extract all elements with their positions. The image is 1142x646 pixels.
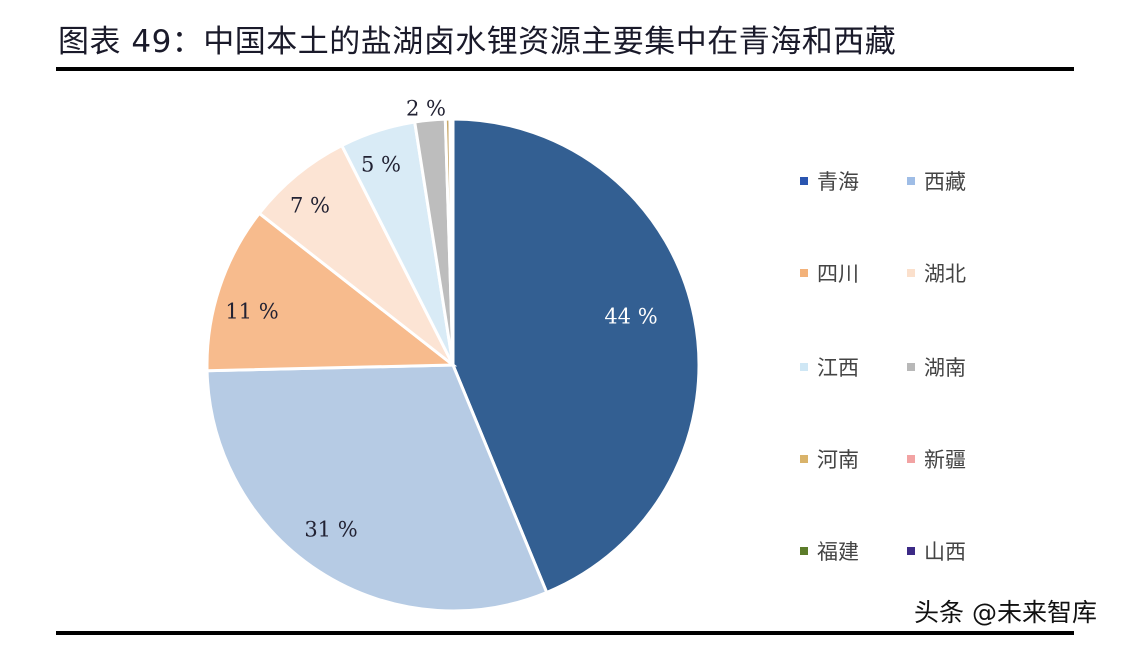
pie-labels: 44 % 31 % 11 % 7 % 5 % 2 % [225,97,657,542]
legend-swatch-icon [907,363,915,371]
legend-label: 河南 [817,448,859,472]
pie-slice [205,363,549,613]
legend-swatch-icon [800,547,808,555]
legend-label: 江西 [817,356,859,380]
legend-label: 四川 [817,262,859,286]
legend-item-fujian: 福建 [800,536,859,566]
pie-slice [205,211,458,373]
slice-percent-label: 11 % [225,300,278,324]
legend-label: 湖北 [924,262,966,286]
bottom-divider [56,631,1074,635]
legend-label: 新疆 [924,448,966,472]
slice-percent-label: 7 % [290,194,330,218]
legend-label: 山西 [924,540,966,564]
legend-swatch-icon [907,547,915,555]
pie-slice [451,117,701,595]
pie-slices [205,117,701,613]
legend-item-xinjiang: 新疆 [907,444,966,474]
top-divider [56,67,1074,71]
legend-item-jiangxi: 江西 [800,352,859,382]
pie-slice [450,117,455,366]
slice-percent-label: 2 % [406,97,446,121]
legend-swatch-icon [800,269,808,277]
legend-swatch-icon [907,455,915,463]
legend-swatch-icon [800,363,808,371]
legend-swatch-icon [800,177,808,185]
watermark-text: 头条 @未来智库 [914,598,1097,627]
legend-label: 湖南 [924,356,966,380]
legend-item-qinghai: 青海 [800,166,859,196]
slice-percent-label: 31 % [304,518,357,542]
slice-percent-label: 44 % [604,305,657,329]
legend-label: 西藏 [924,170,966,194]
legend-item-henan: 河南 [800,444,859,474]
legend-label: 青海 [817,170,859,194]
legend-swatch-icon [907,269,915,277]
legend-swatch-icon [800,455,808,463]
pie-slice [257,143,455,367]
legend-swatch-icon [907,177,915,185]
legend-item-hunan: 湖南 [907,352,966,382]
legend-item-sichuan: 四川 [800,258,859,288]
legend-label: 福建 [817,540,859,564]
legend-item-xizang: 西藏 [907,166,966,196]
legend-item-shanxi: 山西 [907,536,966,566]
chart-title: 图表 49：中国本土的盐湖卤水锂资源主要集中在青海和西藏 [58,24,897,60]
slice-percent-label: 5 % [361,153,401,177]
legend-item-hubei: 湖北 [907,258,966,288]
